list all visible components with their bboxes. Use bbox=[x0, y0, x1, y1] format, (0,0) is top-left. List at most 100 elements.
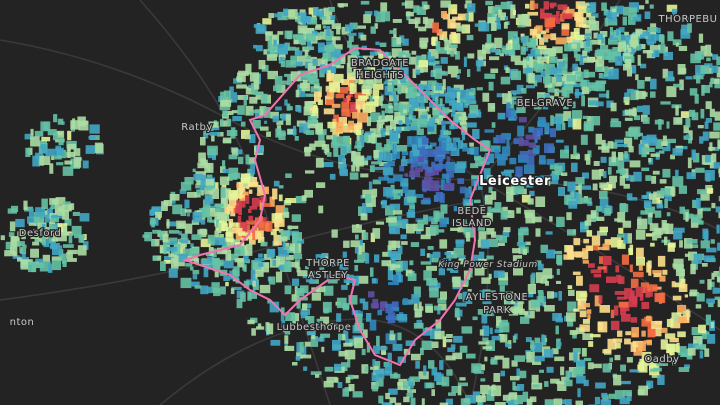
place-label: AYLESTONE bbox=[466, 292, 529, 303]
area-patch bbox=[5, 241, 16, 250]
area-patch bbox=[624, 109, 635, 116]
area-patch bbox=[576, 290, 587, 301]
area-patch bbox=[704, 348, 710, 357]
area-patch bbox=[253, 109, 261, 114]
area-patch bbox=[487, 6, 495, 14]
area-patch bbox=[388, 388, 398, 395]
area-patch bbox=[217, 223, 222, 234]
area-patch bbox=[658, 44, 666, 54]
area-patch bbox=[330, 323, 339, 330]
area-patch bbox=[675, 105, 679, 116]
area-patch bbox=[376, 120, 385, 125]
area-patch bbox=[300, 354, 312, 359]
area-patch bbox=[498, 276, 509, 286]
area-patch bbox=[8, 232, 15, 237]
area-patch bbox=[327, 121, 338, 129]
area-patch bbox=[375, 11, 385, 23]
area-patch bbox=[420, 248, 426, 256]
area-patch bbox=[480, 378, 486, 382]
area-patch bbox=[707, 334, 716, 344]
area-patch bbox=[435, 83, 443, 91]
area-patch bbox=[596, 81, 605, 92]
area-patch bbox=[67, 249, 78, 255]
area-patch bbox=[62, 260, 67, 267]
area-patch bbox=[549, 163, 559, 170]
area-patch bbox=[260, 126, 269, 131]
area-patch bbox=[293, 253, 303, 260]
area-patch bbox=[500, 171, 506, 176]
area-patch bbox=[55, 145, 61, 152]
area-patch bbox=[580, 221, 589, 233]
area-patch bbox=[307, 62, 317, 74]
place-label: THORPE bbox=[305, 258, 350, 269]
area-patch bbox=[355, 98, 366, 110]
area-patch bbox=[519, 14, 530, 26]
area-patch bbox=[364, 60, 368, 70]
area-patch bbox=[432, 251, 441, 258]
area-patch bbox=[462, 113, 467, 124]
area-patch bbox=[601, 392, 608, 398]
area-patch bbox=[408, 18, 416, 24]
area-patch bbox=[447, 177, 452, 186]
area-patch bbox=[544, 399, 555, 405]
area-patch bbox=[426, 149, 438, 157]
area-patch bbox=[603, 66, 609, 77]
area-patch bbox=[480, 384, 490, 395]
area-patch bbox=[341, 101, 350, 113]
area-patch bbox=[431, 161, 436, 168]
area-patch bbox=[711, 65, 719, 73]
area-patch bbox=[178, 223, 185, 229]
area-patch bbox=[369, 319, 377, 331]
area-patch bbox=[342, 334, 346, 341]
area-patch bbox=[628, 146, 634, 153]
area-patch bbox=[549, 128, 556, 138]
area-patch bbox=[235, 200, 242, 205]
area-patch bbox=[411, 294, 420, 304]
area-patch bbox=[564, 379, 573, 387]
area-patch bbox=[311, 12, 317, 20]
area-patch bbox=[304, 48, 309, 57]
area-patch bbox=[389, 203, 401, 211]
area-patch bbox=[629, 160, 641, 168]
area-patch bbox=[584, 71, 596, 78]
area-patch bbox=[380, 128, 386, 137]
area-patch bbox=[511, 108, 515, 117]
area-patch bbox=[595, 205, 603, 212]
area-patch bbox=[611, 151, 616, 163]
area-patch bbox=[401, 151, 409, 156]
area-patch bbox=[280, 314, 285, 321]
area-patch bbox=[369, 51, 378, 56]
area-patch bbox=[590, 334, 601, 338]
area-patch bbox=[468, 113, 477, 118]
area-patch bbox=[422, 16, 428, 24]
area-patch bbox=[283, 8, 289, 16]
area-patch bbox=[498, 307, 509, 313]
area-patch bbox=[460, 121, 467, 126]
area-patch bbox=[439, 98, 443, 106]
area-patch bbox=[580, 197, 592, 204]
area-patch bbox=[525, 241, 531, 246]
area-patch bbox=[285, 312, 296, 321]
area-patch bbox=[427, 125, 435, 132]
area-patch bbox=[581, 86, 590, 95]
area-patch bbox=[247, 319, 255, 325]
area-patch bbox=[459, 345, 468, 353]
area-patch bbox=[394, 116, 405, 124]
area-patch bbox=[34, 130, 44, 137]
area-patch bbox=[678, 272, 685, 283]
area-patch bbox=[570, 83, 581, 88]
area-patch bbox=[587, 150, 592, 158]
area-patch bbox=[647, 328, 656, 337]
area-patch bbox=[202, 207, 210, 218]
area-patch bbox=[647, 213, 653, 225]
area-patch bbox=[306, 56, 317, 63]
area-patch bbox=[359, 95, 369, 100]
area-patch bbox=[363, 14, 371, 24]
area-patch bbox=[601, 37, 605, 44]
area-patch bbox=[440, 57, 448, 64]
area-patch bbox=[219, 120, 230, 127]
area-patch bbox=[718, 211, 720, 219]
area-patch bbox=[373, 366, 379, 370]
area-patch bbox=[501, 133, 511, 140]
area-patch bbox=[667, 343, 678, 352]
